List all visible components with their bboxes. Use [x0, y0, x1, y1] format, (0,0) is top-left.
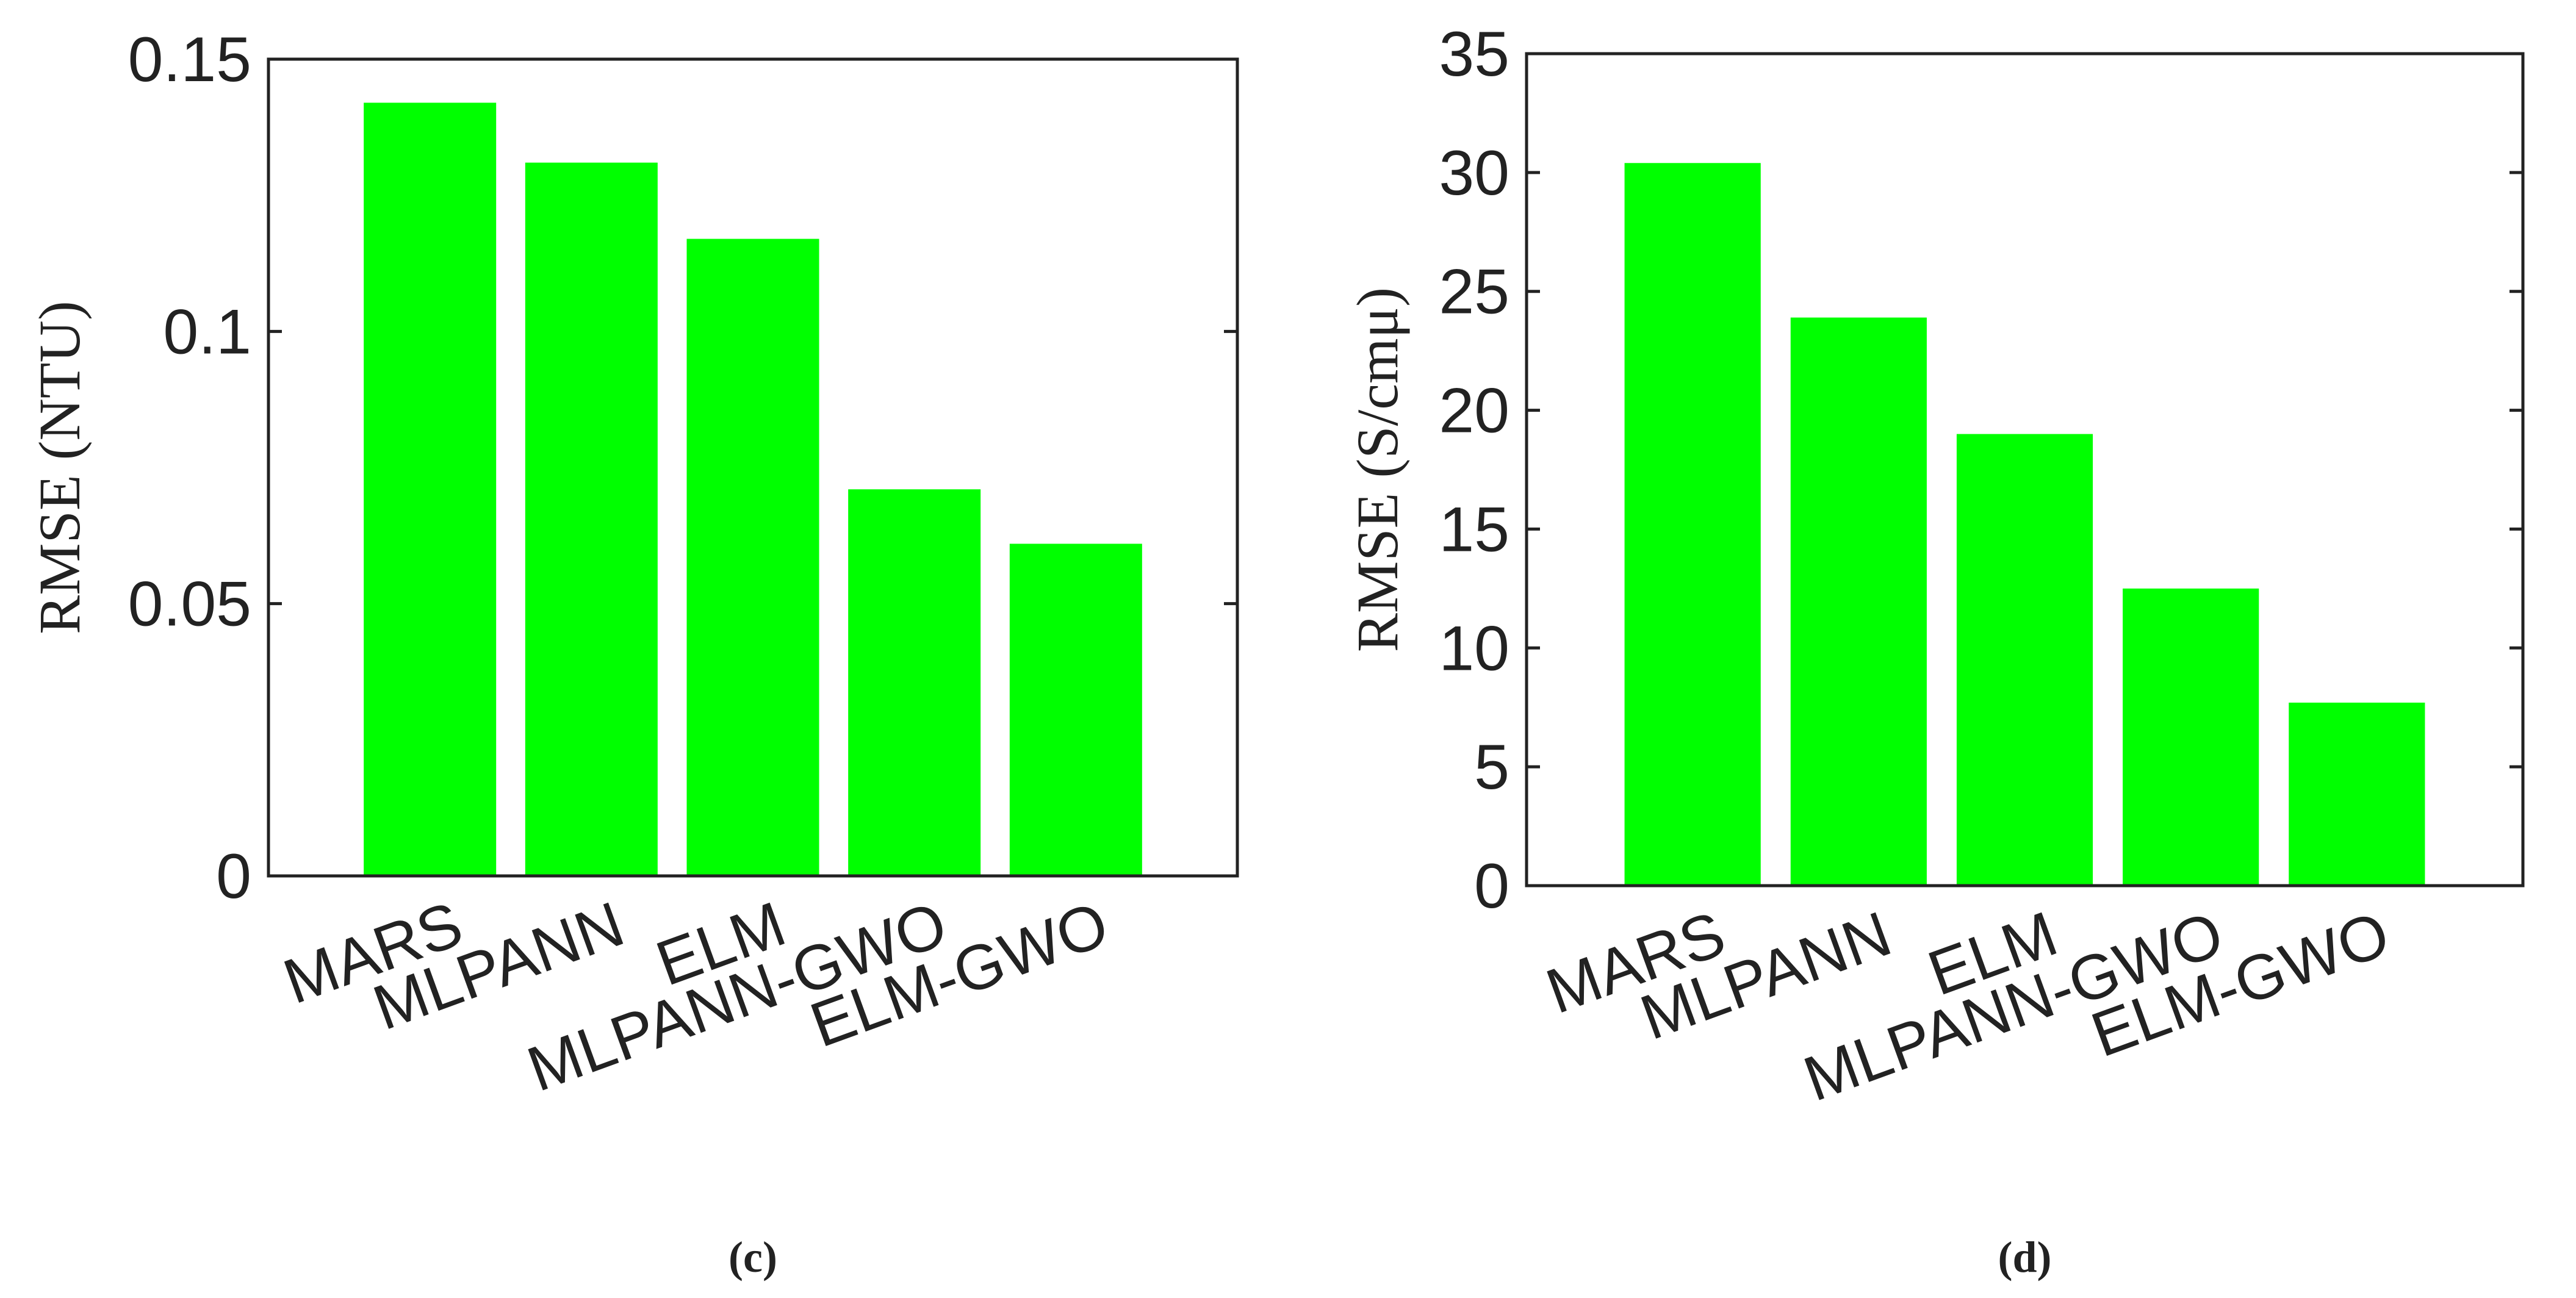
- y-tick-label: 0.1: [163, 296, 251, 367]
- y-tick-label: 15: [1439, 494, 1509, 565]
- y-axis-label: RMSE (S/cmμ): [1345, 287, 1410, 652]
- bar-mlpann: [525, 162, 658, 876]
- panel-label: (d): [1998, 1233, 2052, 1282]
- bar-mlpann-gwo: [848, 489, 981, 876]
- y-tick-label: 35: [1439, 19, 1509, 90]
- y-tick-label: 0: [1474, 851, 1509, 922]
- bar-elm-gwo: [1009, 543, 1142, 876]
- bar-elm: [1956, 434, 2093, 886]
- y-tick-label: 0.15: [128, 24, 251, 95]
- bar-mlpann-gwo: [2123, 588, 2259, 886]
- bar-elm-gwo: [2289, 702, 2425, 886]
- bar-mlpann: [1790, 317, 1927, 886]
- y-tick-label: 20: [1439, 376, 1509, 446]
- bar-mars: [1624, 163, 1761, 886]
- y-tick-label: 5: [1474, 732, 1509, 803]
- y-tick-label: 0: [216, 841, 251, 912]
- y-axis-label: RMSE (NTU): [27, 301, 92, 634]
- y-tick-label: 10: [1439, 613, 1509, 684]
- y-tick-label: 30: [1439, 138, 1509, 209]
- y-tick-label: 0.05: [128, 569, 251, 640]
- plot-box: [1525, 52, 2525, 887]
- bar-elm: [686, 238, 819, 877]
- plot-box: [267, 57, 1239, 878]
- y-tick-label: 25: [1439, 257, 1509, 328]
- panel-label: (c): [729, 1233, 777, 1282]
- bar-mars: [364, 102, 497, 876]
